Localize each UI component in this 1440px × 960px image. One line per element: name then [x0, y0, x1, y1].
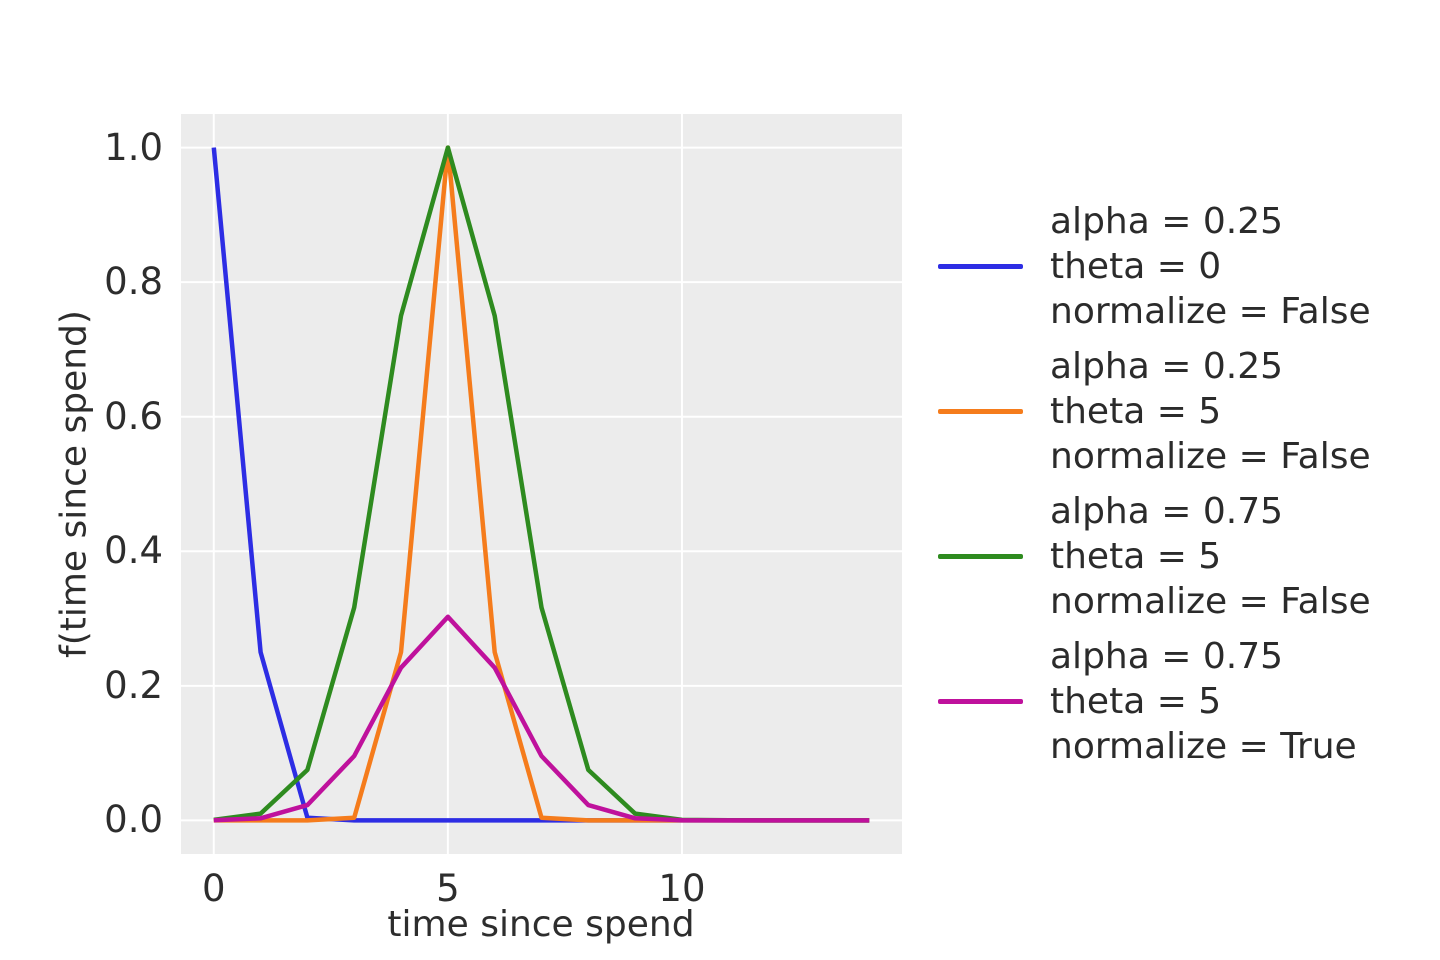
legend-entry-3: alpha = 0.75 theta = 5 normalize = True	[938, 634, 1371, 769]
legend-label-line: normalize = False	[1050, 436, 1371, 477]
x-tick-label: 10	[658, 867, 706, 910]
legend: alpha = 0.25 theta = 0 normalize = False al…	[938, 199, 1371, 769]
legend-entry-0: alpha = 0.25 theta = 0 normalize = False	[938, 199, 1371, 334]
legend-label: alpha = 0.75 theta = 5 normalize = True	[1050, 634, 1357, 769]
legend-label-line: alpha = 0.25	[1050, 346, 1283, 387]
legend-line-sample-icon	[938, 699, 1023, 704]
legend-label-line: theta = 5	[1050, 391, 1222, 432]
legend-label: alpha = 0.25 theta = 5 normalize = False	[1050, 344, 1371, 479]
series-lines	[211, 145, 870, 823]
legend-entry-1: alpha = 0.25 theta = 5 normalize = False	[938, 344, 1371, 479]
legend-label-line: alpha = 0.75	[1050, 491, 1283, 532]
gridlines	[181, 114, 902, 854]
legend-label-line: alpha = 0.25	[1050, 201, 1283, 242]
y-tick-label: 0.2	[104, 663, 163, 707]
legend-label-line: theta = 5	[1050, 681, 1222, 722]
x-axis-label: time since spend	[387, 904, 695, 945]
legend-line-sample-icon	[938, 409, 1023, 414]
x-tick-label: 0	[201, 867, 226, 910]
legend-label-line: theta = 5	[1050, 536, 1222, 577]
y-tick-label: 0.0	[104, 798, 163, 842]
series-line-0	[211, 147, 870, 823]
series-line-1	[213, 145, 870, 823]
legend-line-sample-icon	[938, 264, 1023, 269]
legend-label-line: normalize = False	[1050, 291, 1371, 332]
series-line-3	[213, 614, 870, 823]
y-axis-label: f(time since spend)	[53, 310, 95, 658]
legend-label-line: normalize = True	[1050, 726, 1357, 767]
legend-label: alpha = 0.75 theta = 5 normalize = False	[1050, 489, 1371, 624]
y-tick-label: 0.8	[104, 260, 163, 304]
legend-label-line: normalize = False	[1050, 581, 1371, 622]
y-tick-label: 0.6	[104, 394, 163, 438]
legend-entry-2: alpha = 0.75 theta = 5 normalize = False	[938, 489, 1371, 624]
plot-area	[181, 114, 902, 854]
y-tick-label: 1.0	[104, 125, 163, 169]
chart-canvas	[181, 114, 902, 854]
legend-label: alpha = 0.25 theta = 0 normalize = False	[1050, 199, 1371, 334]
x-tick-label: 5	[436, 867, 460, 910]
series-line-2	[213, 145, 870, 823]
legend-label-line: alpha = 0.75	[1050, 636, 1283, 677]
y-tick-label: 0.4	[104, 529, 163, 573]
legend-label-line: theta = 0	[1050, 246, 1222, 287]
legend-line-sample-icon	[938, 554, 1023, 559]
